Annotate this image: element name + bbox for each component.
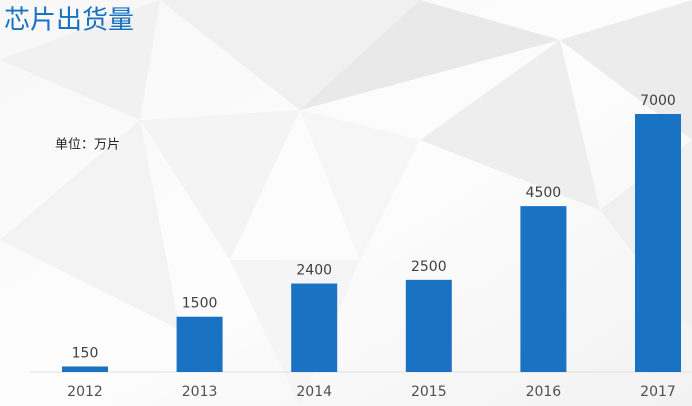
value-label: 2500 [411,259,447,275]
x-tick-label: 2012 [67,384,103,400]
value-label: 4500 [526,185,562,201]
annotation: 单位：万片 [55,138,120,153]
bar [405,279,452,372]
value-label: 2400 [296,263,332,279]
value-label: 150 [72,345,99,361]
bar [635,114,681,372]
value-label: 1500 [182,296,218,312]
bar [176,316,223,372]
chart-title: 芯片出货量 [4,6,134,36]
x-tick-label: 2016 [526,384,562,400]
value-label: 7000 [640,93,676,109]
bar [291,283,338,372]
x-tick-label: 2014 [296,384,332,400]
x-tick-label: 2015 [411,384,447,400]
bar [62,366,108,372]
x-tick-label: 2013 [182,384,218,400]
bar [520,206,567,372]
x-tick-label: 2017 [640,384,676,400]
